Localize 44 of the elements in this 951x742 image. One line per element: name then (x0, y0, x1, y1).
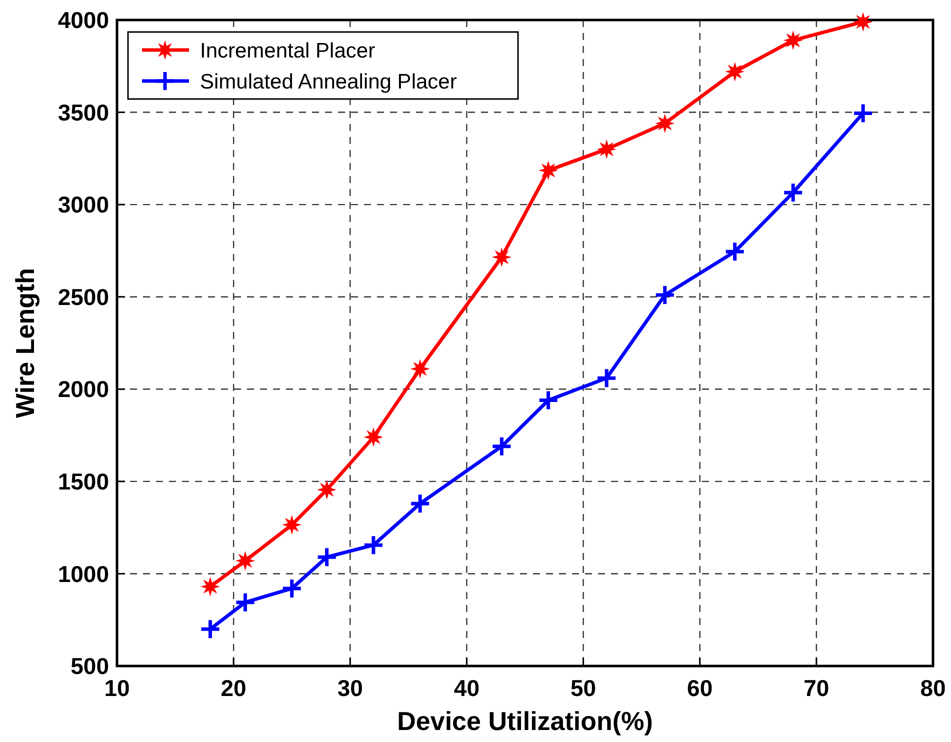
point (202, 578, 219, 596)
point (538, 389, 560, 411)
y-tick-label: 3000 (58, 192, 109, 218)
legend-label: Simulated Annealing Placer (200, 70, 457, 94)
point (724, 240, 746, 262)
point (596, 367, 618, 389)
point (854, 13, 872, 30)
point (540, 162, 557, 179)
point (316, 546, 338, 568)
point (784, 32, 802, 49)
x-axis-title: Device Utilization(%) (397, 706, 653, 736)
point (362, 534, 384, 556)
point (283, 516, 300, 534)
x-tick-label: 40 (454, 675, 480, 701)
point (852, 102, 874, 124)
point (281, 578, 303, 600)
y-axis-title: Wire Length (10, 268, 40, 418)
legend-label: Incremental Placer (200, 39, 376, 62)
point (364, 428, 382, 446)
point (412, 360, 429, 378)
point (236, 552, 254, 570)
point (598, 140, 616, 158)
point (782, 182, 804, 204)
x-tick-label: 20 (220, 675, 246, 701)
y-tick-label: 1500 (58, 468, 109, 494)
point (493, 248, 510, 266)
x-tick-label: 60 (687, 675, 713, 701)
point (318, 481, 336, 498)
y-tick-label: 3500 (58, 99, 109, 126)
y-tick-label: 2000 (58, 376, 109, 402)
y-tick-label: 4000 (58, 7, 109, 34)
x-tick-label: 80 (920, 675, 946, 701)
point (656, 114, 674, 132)
point (200, 618, 222, 640)
y-tick-label: 2500 (58, 284, 109, 310)
x-tick-label: 30 (337, 675, 363, 701)
point (409, 492, 431, 514)
x-tick-label: 50 (570, 675, 596, 701)
point (654, 284, 676, 306)
point (234, 592, 256, 614)
y-tick-label: 1000 (58, 560, 109, 587)
point (490, 436, 512, 458)
x-tick-label: 70 (804, 675, 830, 701)
point (726, 63, 744, 80)
